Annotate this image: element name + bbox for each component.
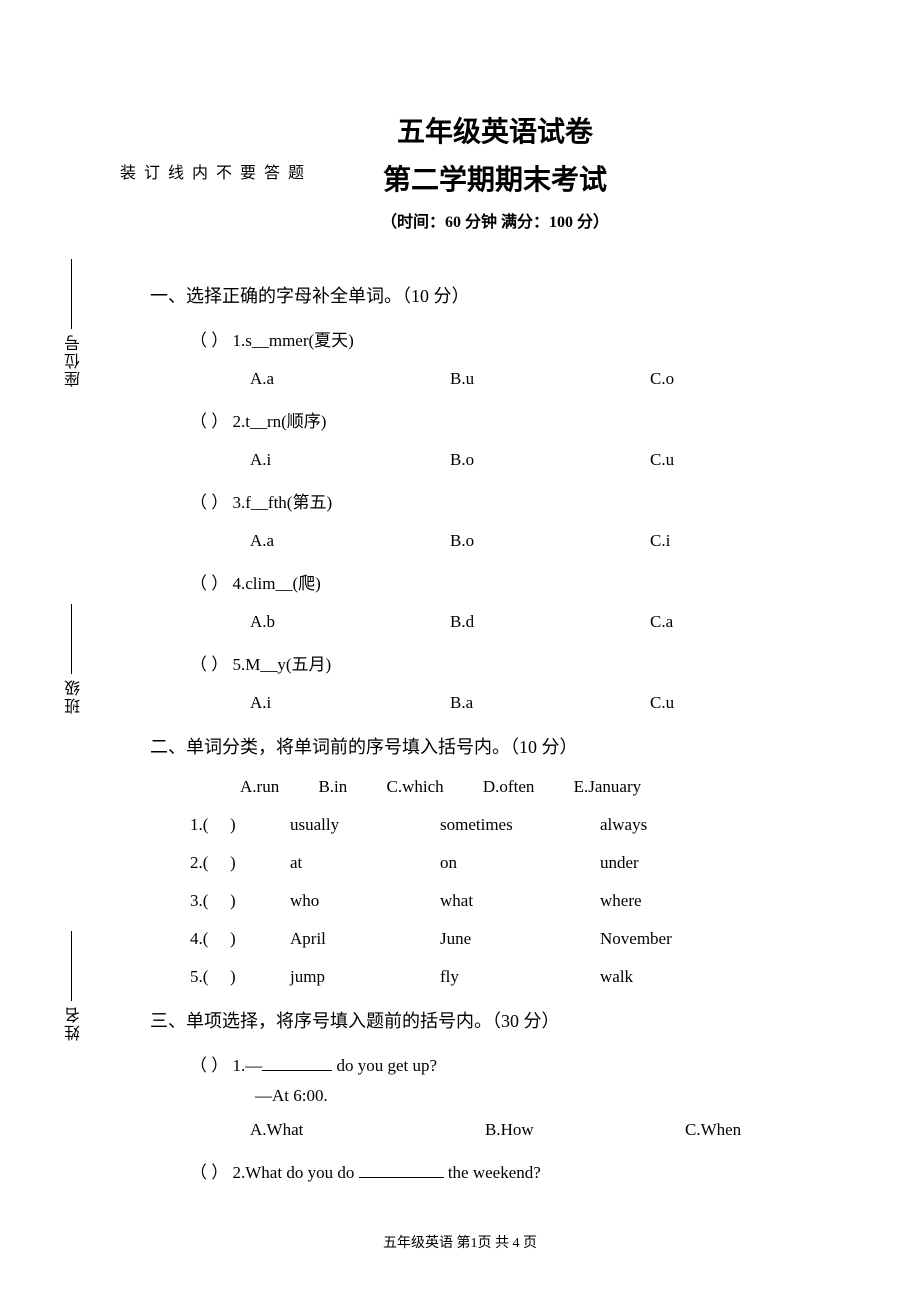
- option-a: A.i: [250, 693, 450, 713]
- word3: November: [600, 929, 750, 949]
- word1: who: [290, 891, 440, 911]
- s2-row5: 5.( ) jump fly walk: [170, 967, 820, 987]
- option-c: C.When: [685, 1120, 805, 1140]
- answer-blank[interactable]: ): [230, 853, 290, 873]
- option-c: C.i: [650, 531, 770, 551]
- title-meta: （时间：60 分钟 满分：100 分）: [170, 208, 820, 232]
- s1-q2: （ ） 2.t__rn(顺序): [170, 407, 820, 432]
- word2: what: [440, 891, 600, 911]
- option-c: C.a: [650, 612, 770, 632]
- option-b: B.o: [450, 531, 650, 551]
- word1: jump: [290, 967, 440, 987]
- s1-q2-options: A.i B.o C.u: [170, 450, 820, 470]
- section1-heading: 一、选择正确的字母补全单词。（10 分）: [150, 282, 820, 308]
- question-prompt: 2.t__rn(顺序): [233, 412, 327, 431]
- bank-b: B.in: [318, 777, 347, 796]
- word3: walk: [600, 967, 750, 987]
- option-a: A.a: [250, 369, 450, 389]
- answer-blank[interactable]: ): [230, 967, 290, 987]
- word3: under: [600, 853, 750, 873]
- answer-bracket[interactable]: （ ）: [190, 1163, 228, 1182]
- q2-pre: 2.What do you do: [233, 1163, 359, 1182]
- section2-heading: 二、单词分类，将单词前的序号填入括号内。（10 分）: [150, 733, 820, 759]
- option-b: B.How: [485, 1120, 685, 1140]
- s1-q3-options: A.a B.o C.i: [170, 531, 820, 551]
- question-prompt: 5.M__y(五月): [233, 655, 332, 674]
- row-num: 2.(: [190, 853, 230, 873]
- bank-a: A.run: [240, 777, 279, 796]
- title-line1: 五年级英语试卷: [170, 110, 820, 150]
- row-num: 5.(: [190, 967, 230, 987]
- s2-row4: 4.( ) April June November: [170, 929, 820, 949]
- fill-blank[interactable]: [359, 1161, 444, 1178]
- s3-q2: （ ） 2.What do you do the weekend?: [170, 1158, 820, 1183]
- s2-row2: 2.( ) at on under: [170, 853, 820, 873]
- s3-q1-options: A.What B.How C.When: [170, 1120, 820, 1140]
- row-num: 1.(: [190, 815, 230, 835]
- word2: sometimes: [440, 815, 600, 835]
- word1: at: [290, 853, 440, 873]
- answer-blank[interactable]: ): [230, 815, 290, 835]
- answer-bracket[interactable]: （ ）: [190, 412, 228, 431]
- page-footer: 五年级英语 第1页 共 4 页: [0, 1232, 920, 1252]
- answer-bracket[interactable]: （ ）: [190, 655, 228, 674]
- word2: fly: [440, 967, 600, 987]
- question-prompt: 4.clim__(爬): [233, 574, 321, 593]
- s1-q1-options: A.a B.u C.o: [170, 369, 820, 389]
- q1-pre: 1.—: [233, 1056, 263, 1075]
- answer-bracket[interactable]: （ ）: [190, 574, 228, 593]
- title-line2: 第二学期期末考试: [170, 158, 820, 198]
- answer-blank[interactable]: ): [230, 929, 290, 949]
- bank-c: C.which: [387, 777, 444, 796]
- answer-blank[interactable]: ): [230, 891, 290, 911]
- word2: on: [440, 853, 600, 873]
- title-block: 五年级英语试卷 第二学期期末考试 （时间：60 分钟 满分：100 分）: [170, 110, 820, 232]
- question-prompt: 1.s__mmer(夏天): [233, 331, 354, 350]
- s2-option-bank: A.run B.in C.which D.often E.January: [170, 777, 820, 797]
- s1-q1: （ ） 1.s__mmer(夏天): [170, 326, 820, 351]
- word2: June: [440, 929, 600, 949]
- word3: always: [600, 815, 750, 835]
- fill-blank[interactable]: [262, 1054, 332, 1071]
- option-c: C.o: [650, 369, 770, 389]
- word1: usually: [290, 815, 440, 835]
- page-content: 五年级英语试卷 第二学期期末考试 （时间：60 分钟 满分：100 分） 一、选…: [0, 0, 920, 1253]
- word3: where: [600, 891, 750, 911]
- q2-post: the weekend?: [444, 1163, 541, 1182]
- option-b: B.o: [450, 450, 650, 470]
- answer-bracket[interactable]: （ ）: [190, 331, 228, 350]
- row-num: 3.(: [190, 891, 230, 911]
- bank-d: D.often: [483, 777, 534, 796]
- word1: April: [290, 929, 440, 949]
- s1-q3: （ ） 3.f__fth(第五): [170, 488, 820, 513]
- option-c: C.u: [650, 693, 770, 713]
- s3-q1: （ ） 1.— do you get up?: [170, 1051, 820, 1076]
- option-a: A.a: [250, 531, 450, 551]
- s1-q4: （ ） 4.clim__(爬): [170, 569, 820, 594]
- row-num: 4.(: [190, 929, 230, 949]
- q1-post: do you get up?: [337, 1056, 438, 1075]
- option-a: A.b: [250, 612, 450, 632]
- question-prompt: 3.f__fth(第五): [233, 493, 333, 512]
- answer-bracket[interactable]: （ ）: [190, 1056, 228, 1075]
- section3-heading: 三、单项选择，将序号填入题前的括号内。（30 分）: [150, 1007, 820, 1033]
- option-a: A.What: [250, 1120, 485, 1140]
- option-a: A.i: [250, 450, 450, 470]
- s1-q4-options: A.b B.d C.a: [170, 612, 820, 632]
- s1-q5: （ ） 5.M__y(五月): [170, 650, 820, 675]
- s2-row1: 1.( ) usually sometimes always: [170, 815, 820, 835]
- answer-bracket[interactable]: （ ）: [190, 493, 228, 512]
- s3-q1-line2: —At 6:00.: [170, 1086, 820, 1106]
- option-b: B.d: [450, 612, 650, 632]
- option-b: B.a: [450, 693, 650, 713]
- s2-row3: 3.( ) who what where: [170, 891, 820, 911]
- bank-e: E.January: [574, 777, 642, 796]
- s1-q5-options: A.i B.a C.u: [170, 693, 820, 713]
- option-b: B.u: [450, 369, 650, 389]
- option-c: C.u: [650, 450, 770, 470]
